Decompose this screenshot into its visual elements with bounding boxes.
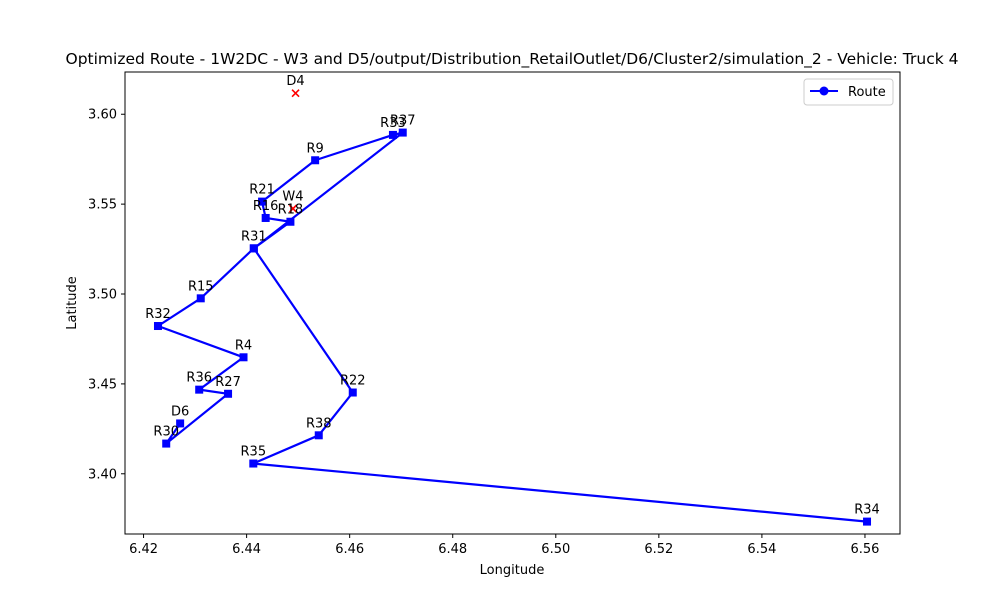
stop-label: R34 <box>854 503 880 518</box>
x-tick-label: 6.56 <box>850 542 879 557</box>
stop-label: R30 <box>153 425 179 440</box>
depot-x-marker <box>291 89 300 98</box>
y-axis-label: Latitude <box>65 276 80 330</box>
y-tick-label: 3.55 <box>88 198 117 213</box>
stop-label: R4 <box>235 338 252 353</box>
legend: Route <box>803 78 894 106</box>
stop-label: R33 <box>380 116 406 131</box>
stop-label: R9 <box>306 141 323 156</box>
x-axis: 6.42 6.44 6.46 6.48 6.50 6.52 6.54 6.56 <box>129 534 879 557</box>
x-marker-stroke <box>288 204 298 213</box>
route-stop-marker <box>224 389 233 398</box>
stop-label: R15 <box>188 279 214 294</box>
extra-markers <box>288 89 300 213</box>
x-tick-label: 6.50 <box>541 542 570 557</box>
route-stop-marker <box>239 353 248 362</box>
stop-label: R31 <box>241 229 267 244</box>
route-stop-marker <box>286 217 295 226</box>
route-stop-marker <box>863 517 872 526</box>
stop-label: R37 <box>390 114 416 129</box>
route-stop-marker <box>249 244 258 253</box>
stop-label: R36 <box>186 371 212 386</box>
x-tick-label: 6.52 <box>644 542 673 557</box>
stop-label: R32 <box>145 307 171 322</box>
x-tick-label: 6.46 <box>335 542 364 557</box>
plot-area <box>124 71 901 535</box>
legend-marker-swatch <box>819 86 829 96</box>
route-stop-marker <box>258 197 267 206</box>
stop-label: R22 <box>340 374 366 389</box>
route-series <box>153 128 872 526</box>
stop-label: D6 <box>171 404 189 419</box>
route-stop-marker <box>398 128 407 137</box>
depot-x-marker <box>288 204 298 213</box>
route-stop-marker <box>261 213 270 222</box>
x-tick-label: 6.44 <box>232 542 261 557</box>
stop-label: W4 <box>282 190 303 205</box>
route-stop-marker <box>388 130 397 139</box>
route-stop-marker <box>176 419 185 428</box>
route-stop-marker <box>153 322 162 331</box>
stop-label: R38 <box>306 416 332 431</box>
stop-label: R21 <box>249 183 275 198</box>
stop-label: R16 <box>253 199 279 214</box>
x-tick-label: 6.54 <box>747 542 776 557</box>
y-tick-label: 3.40 <box>88 467 117 482</box>
route-stop-marker <box>162 439 171 448</box>
legend-box <box>803 78 894 106</box>
stop-label: R35 <box>241 445 267 460</box>
route-stop-marker <box>249 459 258 468</box>
y-tick-label: 3.60 <box>88 108 117 123</box>
x-tick-label: 6.48 <box>438 542 467 557</box>
route-stop-marker <box>348 388 357 397</box>
x-tick-label: 6.42 <box>129 542 158 557</box>
y-tick-label: 3.50 <box>88 288 117 303</box>
legend-label-route: Route <box>848 85 886 100</box>
stop-label: R18 <box>278 203 304 218</box>
route-stop-marker <box>196 294 205 303</box>
x-marker-stroke <box>291 89 300 98</box>
chart-title: Optimized Route - 1W2DC - W3 and D5/outp… <box>66 50 959 69</box>
route-stop-marker <box>311 156 320 165</box>
stop-label: D4 <box>286 74 304 89</box>
x-axis-label: Longitude <box>480 563 545 578</box>
stop-label: R27 <box>215 375 241 390</box>
route-stop-marker <box>314 431 323 440</box>
y-tick-label: 3.45 <box>88 377 117 392</box>
route-stop-marker <box>195 385 204 394</box>
y-axis: 3.40 3.45 3.50 3.55 3.60 <box>88 108 125 482</box>
